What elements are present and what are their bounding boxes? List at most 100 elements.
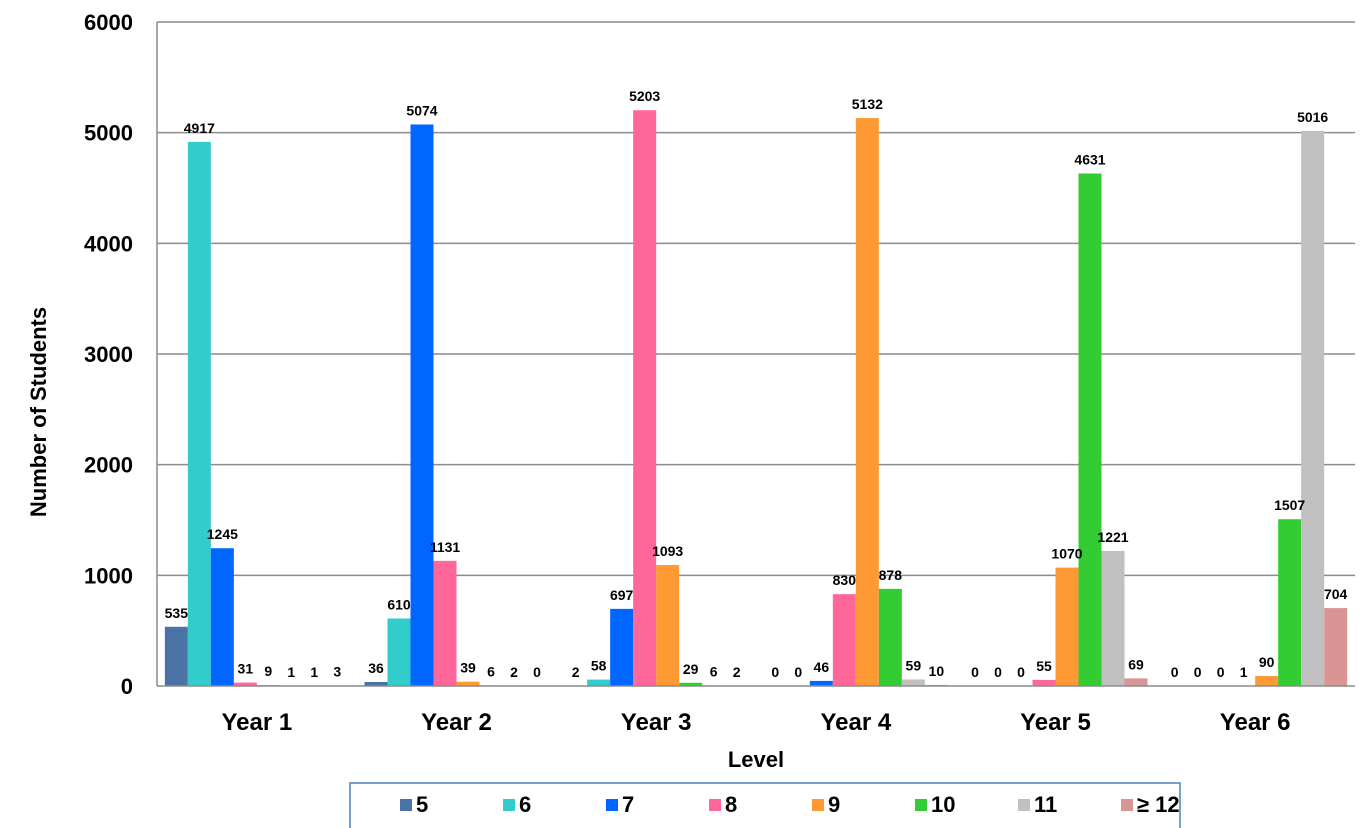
data-label: 535 (165, 605, 189, 621)
bars (164, 110, 1348, 687)
data-label: 704 (1324, 586, 1348, 602)
data-label: 69 (1128, 656, 1144, 672)
legend-label: 8 (725, 792, 737, 817)
data-label: 1245 (207, 526, 238, 542)
legend-swatch (709, 799, 721, 811)
data-label: 5203 (629, 88, 660, 104)
bar (1301, 130, 1325, 686)
x-axis-categories: Year 1 Year 2 Year 3 Year 4 Year 5 Year 6 (221, 709, 1290, 736)
data-label: 830 (833, 572, 857, 588)
x-axis-title: Level (728, 747, 784, 772)
data-label: 878 (879, 567, 903, 583)
y-tick-label: 4000 (84, 231, 133, 256)
bar (901, 679, 925, 686)
data-label: 1221 (1097, 529, 1128, 545)
data-label: 31 (238, 661, 254, 677)
y-tick-label: 5000 (84, 121, 133, 146)
data-label: 58 (591, 658, 607, 674)
legend-label: 6 (519, 792, 531, 817)
data-label: 0 (971, 664, 979, 680)
bar (387, 618, 411, 686)
data-label: 9 (264, 663, 272, 679)
bar (1124, 678, 1148, 686)
bar (855, 118, 879, 687)
data-label: 5132 (852, 96, 883, 112)
gridlines (157, 21, 1355, 577)
data-label: 0 (771, 664, 779, 680)
data-label: 4631 (1074, 152, 1105, 168)
x-category-label: Year 3 (621, 709, 692, 736)
bar (1078, 173, 1102, 686)
legend: 5 6 7 8 9 10 11 ≥ 12 (349, 782, 1181, 828)
legend-swatch (1121, 799, 1133, 811)
bar (1278, 519, 1302, 686)
bar (210, 548, 234, 686)
y-tick-label: 3000 (84, 342, 133, 367)
legend-label: 9 (828, 792, 840, 817)
bar (1032, 679, 1056, 686)
bar (233, 682, 257, 686)
data-label: 0 (1217, 664, 1225, 680)
legend-label: 10 (931, 792, 955, 817)
x-category-label: Year 2 (421, 709, 492, 736)
data-label: 2 (572, 664, 580, 680)
data-label: 2 (733, 664, 741, 680)
y-axis-title: Number of Students (26, 307, 51, 517)
bar (364, 682, 388, 686)
data-label: 4917 (184, 120, 215, 136)
data-label: 3 (333, 664, 341, 680)
bar (656, 565, 680, 686)
y-tick-label: 6000 (84, 10, 133, 35)
legend-swatch (400, 799, 412, 811)
data-label: 1 (310, 664, 318, 680)
x-category-label: Year 1 (221, 709, 292, 736)
bar (679, 682, 703, 686)
bar (1101, 550, 1125, 686)
legend-swatch (812, 799, 824, 811)
legend-swatch (1018, 799, 1030, 811)
data-label: 29 (683, 661, 699, 677)
data-label: 0 (1171, 664, 1179, 680)
bar (878, 588, 902, 686)
data-label: 610 (387, 596, 411, 612)
data-label: 39 (460, 660, 476, 676)
data-label: 90 (1259, 654, 1275, 670)
y-tick-label: 0 (121, 674, 133, 699)
data-label: 2 (510, 664, 518, 680)
data-label: 1 (287, 664, 295, 680)
bar (456, 681, 480, 686)
data-label: 46 (814, 659, 830, 675)
legend-label: 5 (416, 792, 428, 817)
bar (587, 679, 611, 686)
legend-label: 11 (1034, 792, 1057, 817)
data-label: 0 (794, 664, 802, 680)
data-label: 55 (1036, 658, 1052, 674)
data-label: 1507 (1274, 497, 1305, 513)
x-category-label: Year 5 (1020, 709, 1091, 736)
y-tick-label: 1000 (84, 563, 133, 588)
legend-label: ≥ 12 (1137, 792, 1180, 817)
y-axis-ticks: 0 1000 2000 3000 4000 5000 6000 (84, 10, 133, 699)
legend-swatch (503, 799, 515, 811)
bar (610, 608, 634, 686)
data-label: 1 (1240, 664, 1248, 680)
bar (832, 594, 856, 686)
legend-swatch (915, 799, 927, 811)
bar (433, 560, 457, 686)
bar (410, 124, 434, 686)
legend-swatch (606, 799, 618, 811)
data-label: 1131 (430, 539, 461, 555)
legend-label: 7 (622, 792, 634, 817)
legend-box (349, 782, 1181, 828)
bar (1324, 608, 1348, 686)
data-label: 0 (533, 664, 541, 680)
bar (164, 626, 188, 686)
data-label: 0 (1017, 664, 1025, 680)
data-label: 6 (487, 663, 495, 679)
data-label: 1093 (652, 543, 683, 559)
y-tick-label: 2000 (84, 453, 133, 478)
data-label: 5074 (406, 102, 437, 118)
axes (156, 22, 1355, 687)
data-label: 0 (1194, 664, 1202, 680)
